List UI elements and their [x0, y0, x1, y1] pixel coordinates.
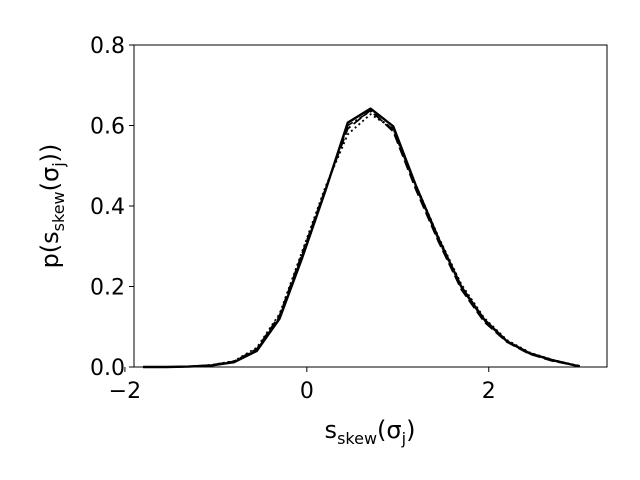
ticks-layer: −2 0 2 0.0 0.2 0.4 0.6 0.8	[90, 34, 496, 404]
x-tick-label: 0	[300, 379, 314, 404]
y-tick-label: 0.8	[90, 34, 125, 59]
x-tick-label: 2	[482, 379, 496, 404]
x-axis-label: sskew(σj)	[325, 416, 416, 448]
series-line-dashdot	[143, 110, 580, 368]
y-tick-label: 0.0	[90, 356, 125, 381]
y-axis-label: p(sskew(σj))	[36, 144, 68, 269]
y-tick-label: 0.2	[90, 276, 125, 301]
y-tick-label: 0.4	[90, 195, 125, 220]
series-layer	[143, 107, 580, 369]
y-tick-label: 0.6	[90, 115, 125, 140]
x-tick-label: −2	[109, 379, 141, 404]
